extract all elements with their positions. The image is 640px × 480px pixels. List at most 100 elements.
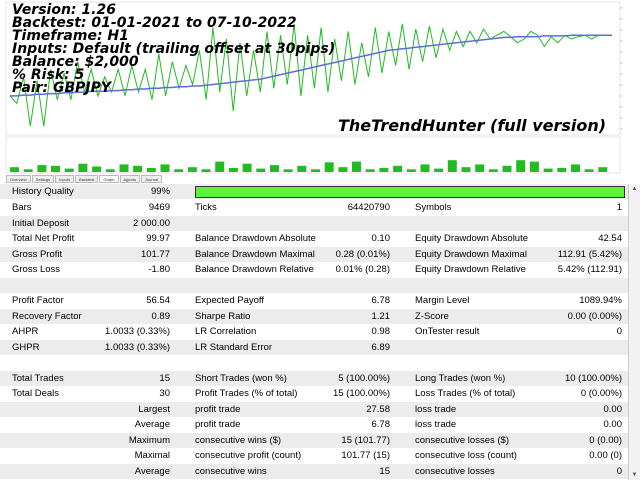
report-row: AHPR 1.0033 (0.33%) LR Correlation 0.98 OnTe… — [0, 324, 628, 339]
label-col2: consecutive profit (count) — [195, 450, 302, 461]
report-row — [0, 355, 628, 370]
value-col3: 0.00 — [603, 403, 623, 415]
history-quality-row: History Quality 99% — [0, 184, 628, 199]
value-col2: 1.21 — [371, 310, 391, 322]
value-col3: 1 — [616, 202, 622, 213]
volume-bar — [393, 165, 403, 172]
label-col3: OnTester result — [415, 326, 480, 337]
volume-bar — [187, 167, 197, 172]
value-col2: 6.78 — [371, 419, 391, 430]
value-col1: 15 — [159, 372, 170, 384]
backtest-period-text: Backtest: 01-01-2021 to 07-10-2022 — [12, 15, 297, 31]
volume-bar — [174, 169, 184, 172]
label-col2: Balance Drawdown Relative — [195, 264, 314, 275]
volume-bar — [160, 164, 170, 172]
backtest-graph: Version: 1.26 Backtest: 01-01-2021 to 07… — [0, 0, 640, 183]
label-col2: Balance Drawdown Absolute — [195, 233, 316, 244]
value-col2: 5 (100.00%) — [338, 372, 390, 384]
pair-text: Pair: GBPJPY — [12, 80, 112, 96]
value-col2: 64420790 — [347, 202, 390, 213]
volume-bar — [201, 169, 211, 172]
value-col3: 0.00 (0) — [589, 450, 622, 461]
label-col2: Expected Payoff — [195, 295, 265, 306]
volume-bar — [420, 164, 430, 172]
value-col1: 30 — [159, 388, 170, 399]
scroll-down-icon[interactable]: ▼ — [631, 472, 638, 478]
label-col2: consecutive wins — [195, 465, 267, 477]
value-col3: 0 — [616, 326, 622, 337]
volume-bar — [502, 165, 512, 172]
label-col3: loss trade — [415, 403, 457, 415]
value-col1: Maximal — [134, 450, 170, 461]
version-text: Version: 1.26 — [12, 2, 116, 18]
label-col1: GHPR — [12, 341, 40, 353]
report-row: Bars 9469 Ticks 64420790 Symbols 1 — [0, 200, 628, 215]
volume-bar — [283, 169, 293, 172]
label-col3: consecutive loss (count) — [415, 450, 517, 461]
volume-bar — [447, 160, 457, 172]
volume-bar — [51, 165, 60, 172]
report-row — [0, 277, 628, 293]
value-col2: 15 (100.00%) — [332, 388, 390, 399]
label-col3: Margin Level — [415, 295, 470, 306]
volume-bar — [529, 161, 539, 172]
value-col3: 1089.94% — [579, 295, 622, 306]
value-col2: 15 — [379, 465, 390, 477]
price-panel — [5, 1, 621, 136]
label-col2: Balance Drawdown Maximal — [195, 248, 315, 260]
tab-inputs[interactable]: Inputs — [55, 175, 75, 183]
value-col1: 99.97 — [146, 233, 170, 244]
value-col1: 9469 — [148, 202, 170, 213]
volume-bar — [516, 160, 526, 172]
label-col2: profit trade — [195, 419, 241, 430]
strategy-info-overlay: Version: 1.26 Backtest: 01-01-2021 to 07… — [12, 2, 335, 96]
vertical-scrollbar[interactable]: ▲ ▼ — [628, 184, 640, 480]
value-col3: 0.00 (0.00%) — [567, 310, 622, 322]
volume-bar — [270, 165, 279, 172]
value-col2: 27.58 — [366, 403, 390, 415]
volume-bar — [406, 169, 416, 172]
tab-backtest[interactable]: Backtest — [75, 175, 99, 183]
report-row: Average consecutive wins 15 consecutive los… — [0, 463, 628, 479]
brand-title: TheTrendHunter (full version) — [338, 116, 607, 135]
tab-graph[interactable]: Graph — [99, 175, 119, 183]
label-col1: Total Deals — [12, 388, 59, 399]
tab-settings[interactable]: Settings — [31, 175, 55, 183]
label-col3: loss trade — [415, 419, 457, 430]
report-row: Maximum consecutive wins ($) 15 (101.77) co… — [0, 432, 628, 448]
label-col2: Sharpe Ratio — [195, 310, 251, 322]
label-col1: Total Trades — [12, 372, 64, 384]
label-col2: Short Trades (won %) — [195, 372, 287, 384]
volume-bar — [543, 168, 553, 172]
report-row: Total Trades 15 Short Trades (won %) 5 (100… — [0, 370, 628, 386]
balance-text: Balance: $2,000 — [12, 54, 139, 70]
volume-bar — [37, 165, 47, 172]
tab-agents[interactable]: Agents — [119, 175, 140, 183]
tab-overview[interactable]: Overview — [6, 175, 31, 183]
volume-bar — [338, 167, 348, 172]
report-row: Recovery Factor 0.89 Sharpe Ratio 1.21 Z-Sco… — [0, 308, 628, 324]
history-quality-value: 99% — [150, 186, 170, 197]
volume-bar — [475, 164, 485, 172]
value-col1: 1.0033 (0.33%) — [105, 326, 170, 337]
volume-bar — [215, 161, 225, 172]
equity-balance-chart — [5, 1, 623, 174]
report-row: Total Deals 30 Profit Trades (% of total) 1… — [0, 386, 628, 401]
tab-journal[interactable]: Journal — [140, 175, 163, 183]
value-col3: 0 (0.00) — [589, 434, 622, 446]
value-col1: 2 000.00 — [133, 217, 170, 229]
volume-bar — [488, 169, 498, 172]
label-col2: consecutive wins ($) — [195, 434, 282, 446]
label-col1: Gross Profit — [12, 248, 63, 260]
volume-bar — [557, 167, 567, 172]
volume-bar — [365, 169, 375, 172]
label-col3: consecutive losses — [415, 465, 495, 477]
label-col1: Bars — [12, 202, 32, 213]
value-col3: 10 (100.00%) — [564, 372, 622, 384]
label-col3: Equity Drawdown Maximal — [415, 248, 527, 260]
volume-bar — [78, 163, 88, 172]
scroll-up-icon[interactable]: ▲ — [631, 186, 638, 192]
value-col3: 112.91 (5.42%) — [557, 248, 622, 260]
report-row: Total Net Profit 99.97 Balance Drawdown Ab… — [0, 231, 628, 246]
label-col3: Long Trades (won %) — [415, 372, 506, 384]
